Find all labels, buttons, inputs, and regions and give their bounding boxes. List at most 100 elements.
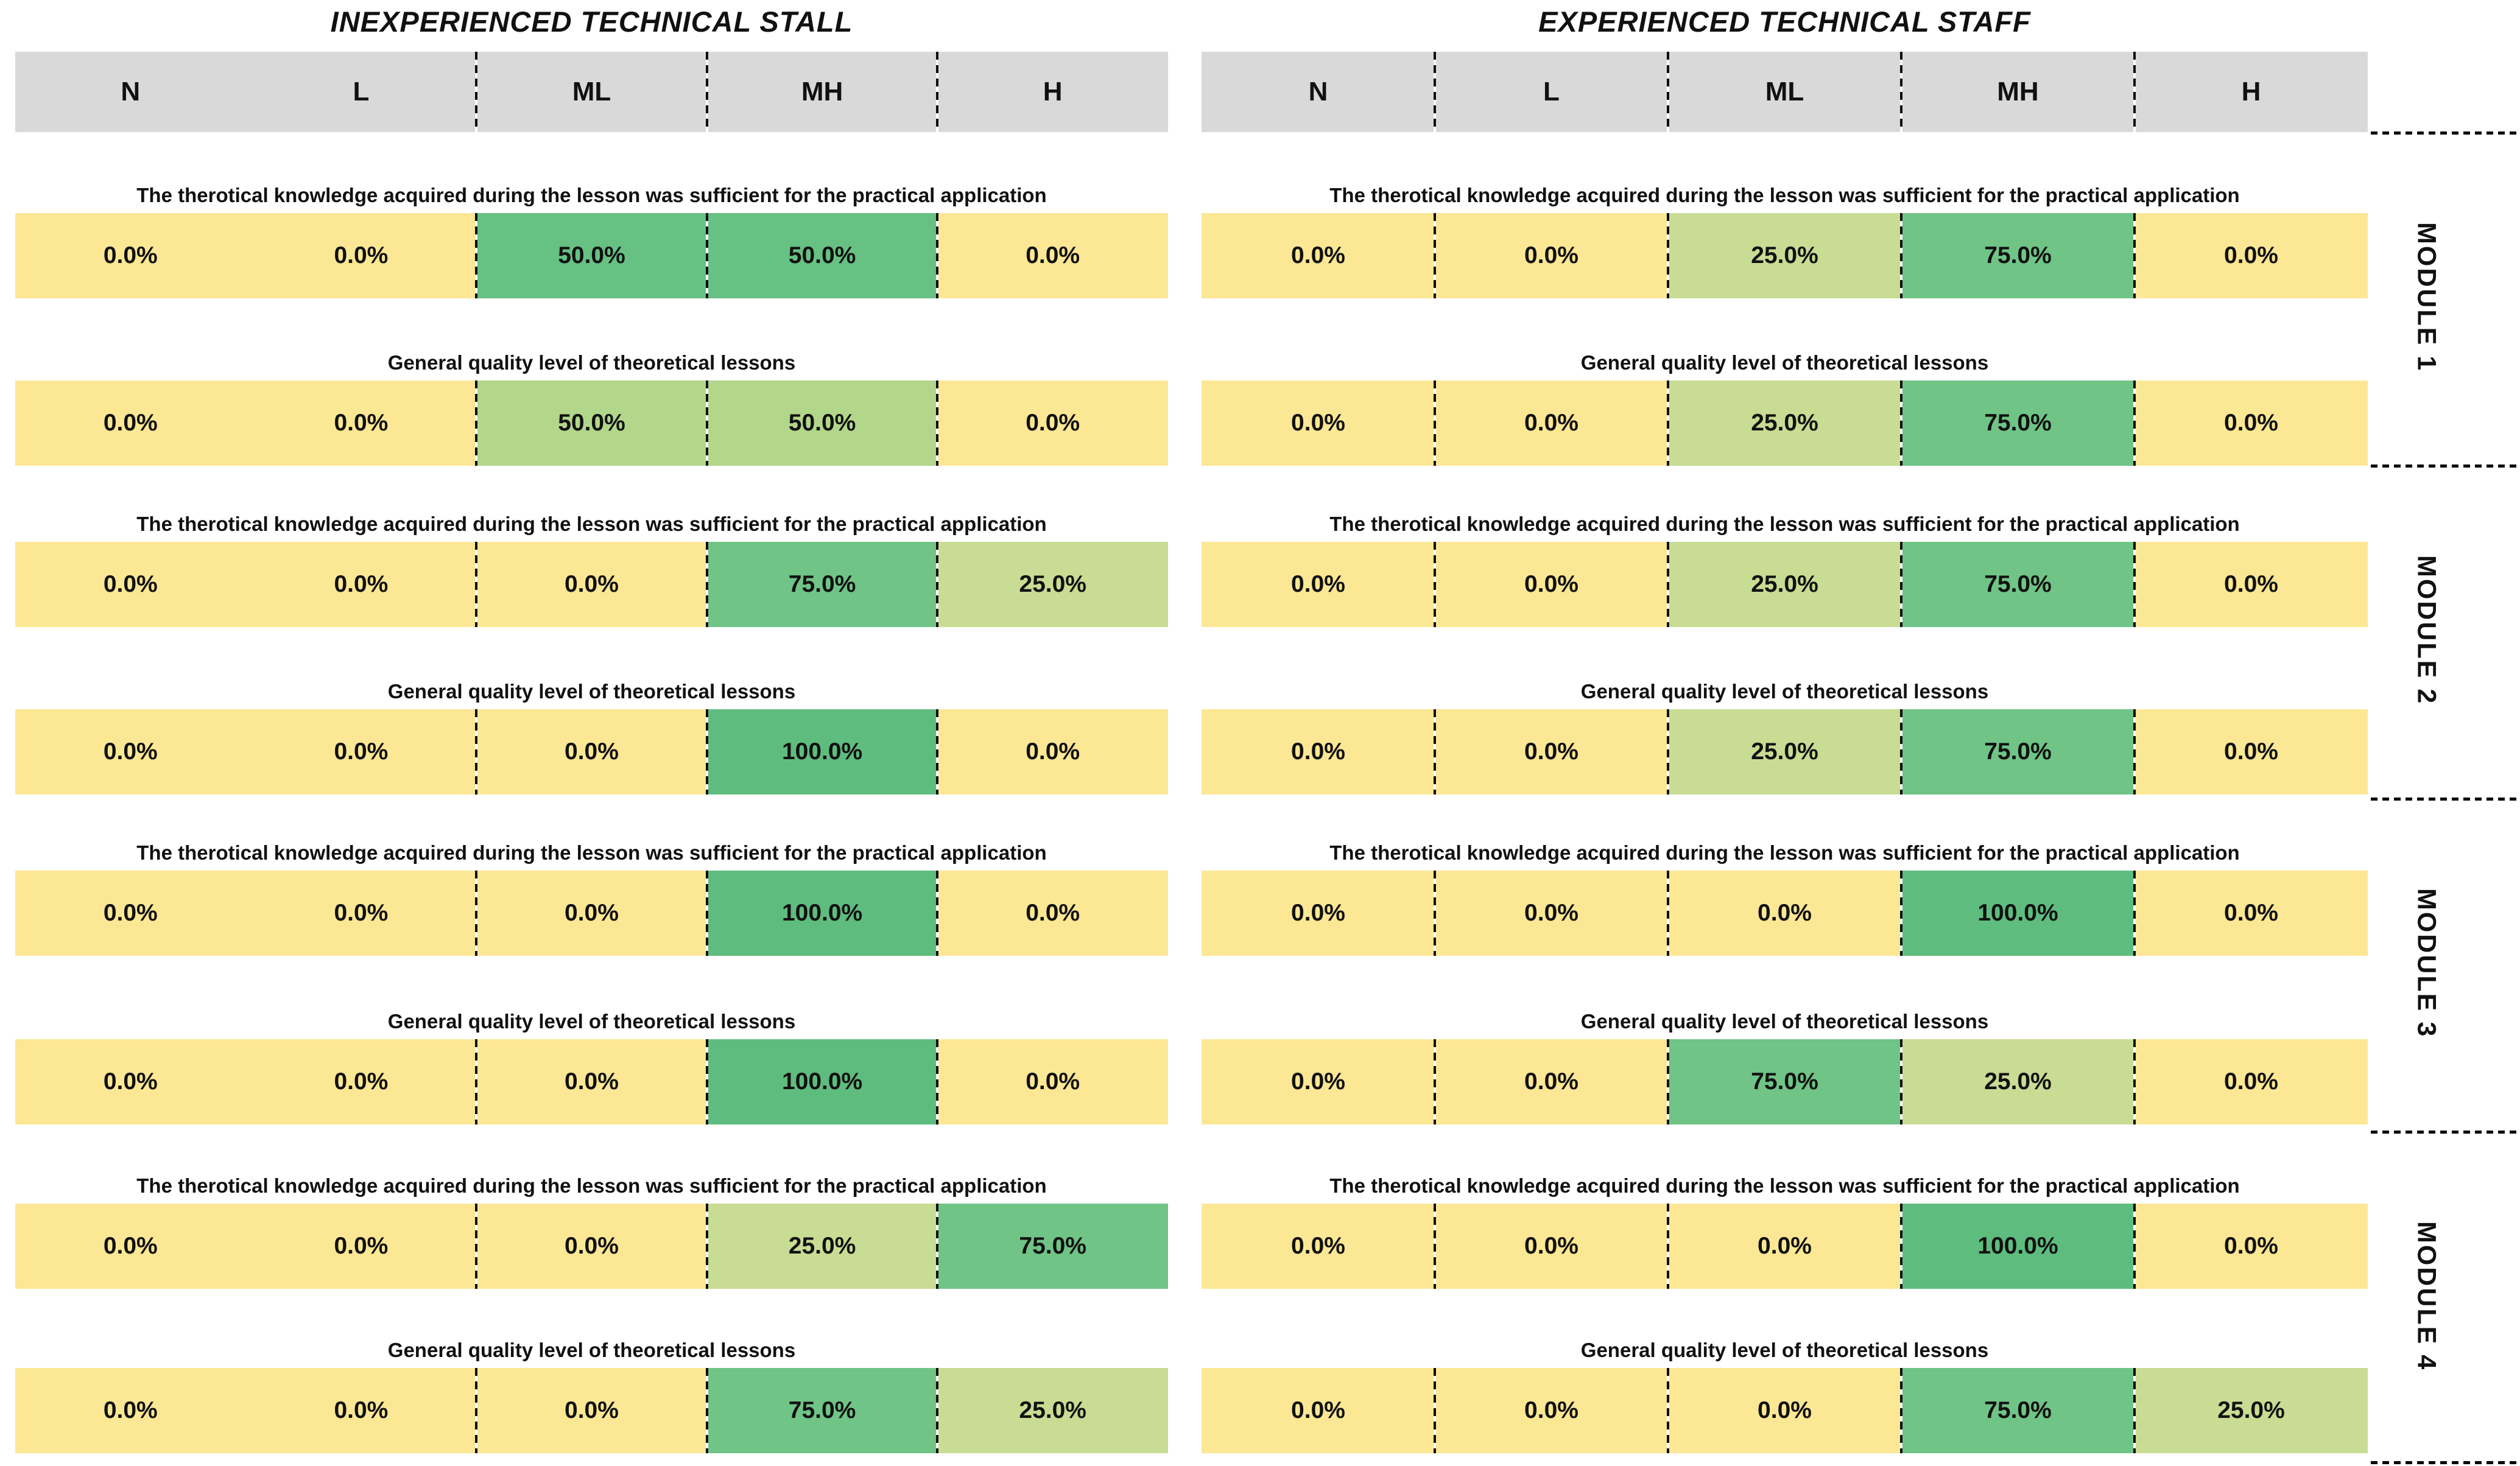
value-cell: 0.0% xyxy=(15,213,246,298)
value-cell: 25.0% xyxy=(2133,1368,2368,1453)
value-cell: 50.0% xyxy=(705,381,938,466)
value-cell: 75.0% xyxy=(1900,709,2135,794)
header-cell: L xyxy=(353,77,370,107)
value-cell: 0.0% xyxy=(475,1204,707,1289)
value-cell: 0.0% xyxy=(936,871,1168,956)
module-separator-line xyxy=(2371,465,2520,468)
value-row: 0.0% 0.0% 0.0% 75.0% 25.0% xyxy=(15,542,1168,627)
value-cell: 0.0% xyxy=(15,709,246,794)
value-cell: 0.0% xyxy=(1434,871,1668,956)
value-cell: 0.0% xyxy=(2133,709,2368,794)
value-cell: 0.0% xyxy=(245,213,477,298)
module-separator-line xyxy=(2371,798,2520,801)
question-label: The therotical knowledge acquired during… xyxy=(136,184,1047,206)
value-cell: 25.0% xyxy=(1667,709,1901,794)
value-cell: 0.0% xyxy=(936,709,1168,794)
header-band: N L ML MH H xyxy=(1202,52,2368,132)
value-row: 0.0% 0.0% 75.0% 25.0% 0.0% xyxy=(1202,1039,2368,1124)
value-cell: 100.0% xyxy=(705,871,938,956)
question-label: The therotical knowledge acquired during… xyxy=(1329,841,2240,864)
header-cell: MH xyxy=(705,52,938,132)
value-cell: 0.0% xyxy=(936,1039,1168,1124)
value-row: 0.0% 0.0% 0.0% 75.0% 25.0% xyxy=(15,1368,1168,1453)
value-cell: 0.0% xyxy=(1434,542,1668,627)
value-cell: 50.0% xyxy=(475,381,707,466)
header-cell: N xyxy=(121,77,141,107)
value-cell: 0.0% xyxy=(1202,1368,1435,1453)
question-label: General quality level of theoretical les… xyxy=(387,351,796,374)
value-cell: 75.0% xyxy=(1900,542,2135,627)
value-cell: 0.0% xyxy=(1434,709,1668,794)
question-label: The therotical knowledge acquired during… xyxy=(136,513,1047,535)
value-cell: 0.0% xyxy=(245,542,477,627)
header-cell: ML xyxy=(1667,52,1901,132)
value-cell: 0.0% xyxy=(2133,1204,2368,1289)
value-row: 0.0% 0.0% 50.0% 50.0% 0.0% xyxy=(15,213,1168,298)
value-cell: 0.0% xyxy=(15,1039,246,1124)
header-cell: H xyxy=(2133,52,2368,132)
value-cell: 0.0% xyxy=(1202,1204,1435,1289)
value-cell: 0.0% xyxy=(15,1204,246,1289)
value-cell: 0.0% xyxy=(245,709,477,794)
value-cell: 100.0% xyxy=(705,709,938,794)
value-row: 0.0% 0.0% 0.0% 100.0% 0.0% xyxy=(15,871,1168,956)
value-cell: 0.0% xyxy=(1434,381,1668,466)
value-cell: 50.0% xyxy=(705,213,938,298)
question-label: General quality level of theoretical les… xyxy=(387,1010,796,1033)
value-cell: 0.0% xyxy=(245,871,477,956)
value-cell: 0.0% xyxy=(475,1368,707,1453)
value-cell: 0.0% xyxy=(475,1039,707,1124)
value-row: 0.0% 0.0% 25.0% 75.0% 0.0% xyxy=(1202,381,2368,466)
value-cell: 0.0% xyxy=(1202,871,1435,956)
value-cell: 0.0% xyxy=(936,213,1168,298)
value-row: 0.0% 0.0% 25.0% 75.0% 0.0% xyxy=(1202,542,2368,627)
value-cell: 0.0% xyxy=(1202,542,1435,627)
value-row: 0.0% 0.0% 50.0% 50.0% 0.0% xyxy=(15,381,1168,466)
value-cell: 0.0% xyxy=(1202,381,1435,466)
value-cell: 0.0% xyxy=(2133,871,2368,956)
value-cell: 0.0% xyxy=(1667,1204,1901,1289)
value-cell: 0.0% xyxy=(1434,213,1668,298)
value-row: 0.0% 0.0% 0.0% 100.0% 0.0% xyxy=(1202,1204,2368,1289)
module-label: MODULE 1 xyxy=(2412,222,2441,373)
question-label: The therotical knowledge acquired during… xyxy=(1329,513,2240,535)
value-cell: 0.0% xyxy=(15,381,246,466)
question-label: The therotical knowledge acquired during… xyxy=(1329,184,2240,206)
value-cell: 25.0% xyxy=(1667,542,1901,627)
value-cell: 0.0% xyxy=(1202,213,1435,298)
value-row: 0.0% 0.0% 0.0% 25.0% 75.0% xyxy=(15,1204,1168,1289)
question-label: General quality level of theoretical les… xyxy=(1580,1010,1989,1033)
header-cell: N xyxy=(1308,77,1328,107)
module-label: MODULE 4 xyxy=(2412,1221,2441,1372)
value-cell: 0.0% xyxy=(15,542,246,627)
value-cell: 0.0% xyxy=(2133,542,2368,627)
question-label: General quality level of theoretical les… xyxy=(387,680,796,703)
value-cell: 75.0% xyxy=(936,1204,1168,1289)
header-cell: ML xyxy=(475,52,707,132)
value-cell: 75.0% xyxy=(1900,1368,2135,1453)
panel-inexperienced: INEXPERIENCED TECHNICAL STALL N L ML MH H Th… xyxy=(15,0,1168,1466)
value-cell: 0.0% xyxy=(2133,381,2368,466)
value-cell: 0.0% xyxy=(1202,709,1435,794)
panel-experienced: EXPERIENCED TECHNICAL STAFF N L ML MH H The … xyxy=(1202,0,2368,1466)
value-cell: 0.0% xyxy=(15,871,246,956)
value-cell: 25.0% xyxy=(705,1204,938,1289)
question-label: The therotical knowledge acquired during… xyxy=(136,1174,1047,1197)
value-cell: 100.0% xyxy=(705,1039,938,1124)
header-cell: L xyxy=(1434,52,1668,132)
value-cell: 0.0% xyxy=(15,1368,246,1453)
value-cell: 25.0% xyxy=(936,542,1168,627)
value-cell: 0.0% xyxy=(2133,213,2368,298)
value-cell: 0.0% xyxy=(1667,1368,1901,1453)
panel-title-experienced: EXPERIENCED TECHNICAL STAFF xyxy=(1538,5,2031,38)
value-cell: 0.0% xyxy=(475,709,707,794)
value-cell: 0.0% xyxy=(475,871,707,956)
header-cell: MH xyxy=(1900,52,2135,132)
module-label: MODULE 3 xyxy=(2412,888,2441,1039)
value-cell: 100.0% xyxy=(1900,871,2135,956)
question-label: General quality level of theoretical les… xyxy=(1580,680,1989,703)
value-cell: 75.0% xyxy=(705,1368,938,1453)
value-cell: 0.0% xyxy=(245,1368,477,1453)
value-cell: 0.0% xyxy=(2133,1039,2368,1124)
